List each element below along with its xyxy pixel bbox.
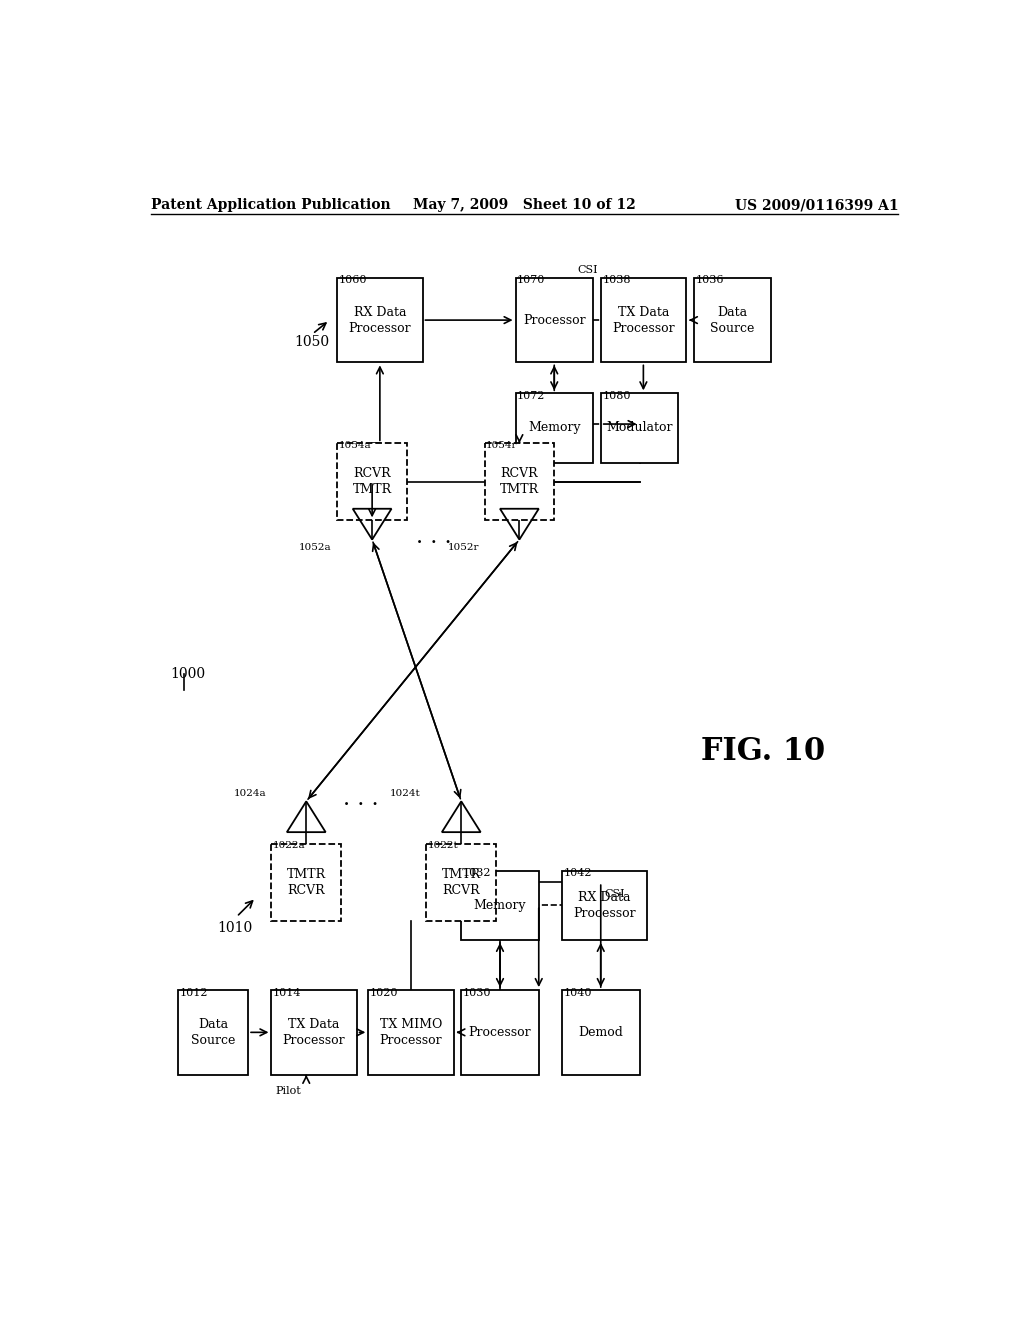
- Text: 1054a: 1054a: [339, 441, 372, 450]
- Text: Memory: Memory: [474, 899, 526, 912]
- Text: 1032: 1032: [463, 869, 492, 878]
- Text: FIG. 10: FIG. 10: [701, 737, 825, 767]
- Text: 1022a: 1022a: [273, 841, 305, 850]
- Text: Processor: Processor: [523, 314, 586, 326]
- Text: 1012: 1012: [180, 987, 209, 998]
- FancyBboxPatch shape: [601, 277, 686, 363]
- FancyBboxPatch shape: [426, 843, 496, 921]
- Text: Data
Source: Data Source: [711, 306, 755, 334]
- Text: 1080: 1080: [602, 391, 631, 401]
- Text: CSI: CSI: [578, 265, 598, 276]
- Text: Pilot: Pilot: [275, 1086, 301, 1096]
- Text: TX Data
Processor: TX Data Processor: [612, 306, 675, 334]
- Text: · · ·: · · ·: [417, 532, 452, 554]
- Text: 1024t: 1024t: [390, 789, 421, 799]
- Text: 1000: 1000: [171, 667, 206, 681]
- Text: 1054r: 1054r: [486, 441, 517, 450]
- FancyBboxPatch shape: [693, 277, 771, 363]
- Text: RCVR
TMTR: RCVR TMTR: [352, 467, 392, 496]
- FancyBboxPatch shape: [562, 990, 640, 1074]
- Text: 1040: 1040: [563, 987, 592, 998]
- FancyBboxPatch shape: [271, 843, 341, 921]
- Text: 1036: 1036: [695, 276, 724, 285]
- Text: Processor: Processor: [469, 1026, 531, 1039]
- FancyBboxPatch shape: [337, 277, 423, 363]
- Text: RX Data
Processor: RX Data Processor: [573, 891, 636, 920]
- Text: TMTR
RCVR: TMTR RCVR: [441, 867, 481, 896]
- Text: May 7, 2009   Sheet 10 of 12: May 7, 2009 Sheet 10 of 12: [414, 198, 636, 213]
- Text: RX Data
Processor: RX Data Processor: [348, 306, 412, 334]
- FancyBboxPatch shape: [515, 393, 593, 462]
- Text: Demod: Demod: [579, 1026, 624, 1039]
- FancyBboxPatch shape: [515, 277, 593, 363]
- Text: 1052a: 1052a: [299, 543, 332, 552]
- FancyBboxPatch shape: [178, 990, 248, 1074]
- Text: 1038: 1038: [602, 276, 631, 285]
- Text: Data
Source: Data Source: [191, 1018, 236, 1047]
- Text: 1070: 1070: [517, 276, 546, 285]
- FancyBboxPatch shape: [369, 990, 454, 1074]
- Text: TX Data
Processor: TX Data Processor: [283, 1018, 345, 1047]
- Text: TX MIMO
Processor: TX MIMO Processor: [380, 1018, 442, 1047]
- FancyBboxPatch shape: [484, 444, 554, 520]
- Text: 1014: 1014: [273, 987, 301, 998]
- Text: TMTR
RCVR: TMTR RCVR: [287, 867, 326, 896]
- Text: US 2009/0116399 A1: US 2009/0116399 A1: [735, 198, 898, 213]
- Text: 1030: 1030: [463, 987, 492, 998]
- Text: 1050: 1050: [295, 335, 330, 350]
- Text: 1020: 1020: [370, 987, 398, 998]
- Text: 1010: 1010: [217, 921, 252, 935]
- FancyBboxPatch shape: [461, 990, 539, 1074]
- Text: · · ·: · · ·: [343, 795, 378, 816]
- Text: CSI: CSI: [604, 890, 626, 899]
- FancyBboxPatch shape: [601, 393, 678, 462]
- FancyBboxPatch shape: [562, 871, 647, 940]
- Text: Modulator: Modulator: [606, 421, 673, 434]
- Text: 1022t: 1022t: [428, 841, 459, 850]
- Text: Patent Application Publication: Patent Application Publication: [152, 198, 391, 213]
- Text: 1060: 1060: [339, 276, 368, 285]
- Text: RCVR
TMTR: RCVR TMTR: [500, 467, 539, 496]
- Text: 1024a: 1024a: [233, 789, 266, 799]
- Text: 1042: 1042: [563, 869, 592, 878]
- Text: 1052r: 1052r: [447, 543, 479, 552]
- FancyBboxPatch shape: [271, 990, 356, 1074]
- Text: 1072: 1072: [517, 391, 546, 401]
- Text: Memory: Memory: [528, 421, 581, 434]
- FancyBboxPatch shape: [337, 444, 407, 520]
- FancyBboxPatch shape: [461, 871, 539, 940]
